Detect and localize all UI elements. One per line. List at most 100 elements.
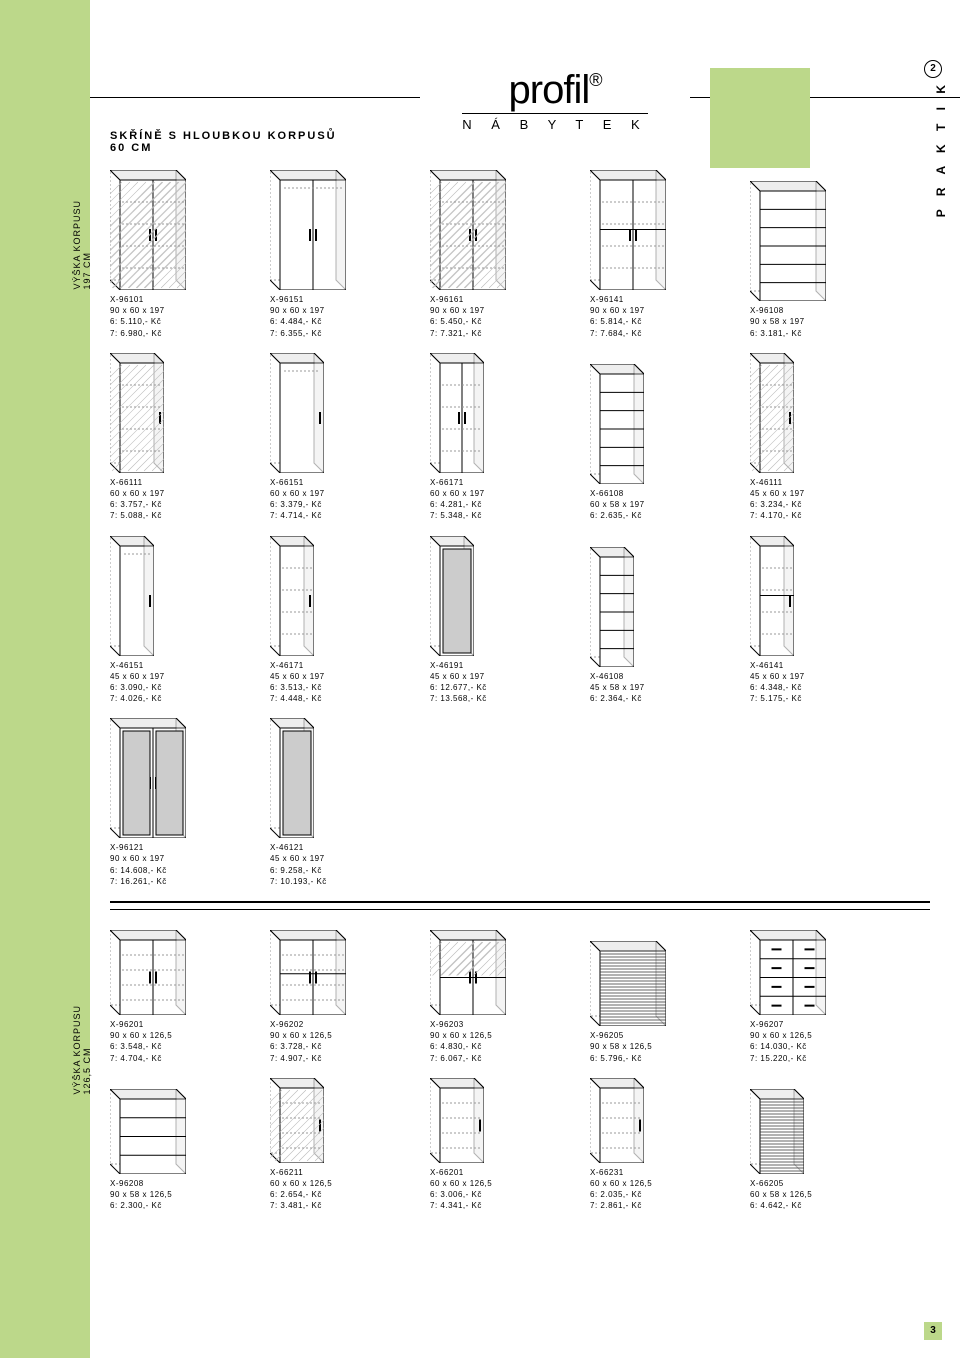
product-price-2: 7: 16.261,- Kč: [110, 876, 250, 887]
product-dim: 60 x 60 x 197: [270, 488, 410, 499]
product-price-2: 7: 3.481,- Kč: [270, 1200, 410, 1211]
product-dim: 60 x 58 x 126,5: [750, 1189, 890, 1200]
product-sku: X-96203: [430, 1019, 570, 1030]
product-dim: 60 x 60 x 126,5: [270, 1178, 410, 1189]
section-197: X-9610190 x 60 x 1976: 5.110,- Kč7: 6.98…: [110, 170, 930, 887]
product-dim: 90 x 60 x 197: [590, 305, 730, 316]
product-sku: X-66205: [750, 1178, 890, 1189]
product-price-1: 6: 2.035,- Kč: [590, 1189, 730, 1200]
product-item: X-4611145 x 60 x 1976: 3.234,- Kč7: 4.17…: [750, 353, 890, 522]
product-dim: 45 x 60 x 197: [430, 671, 570, 682]
product-sku: X-46108: [590, 671, 730, 682]
product-sku: X-96201: [110, 1019, 250, 1030]
product-item: X-9615190 x 60 x 1976: 4.484,- Kč7: 6.35…: [270, 170, 410, 339]
product-sku: X-96101: [110, 294, 250, 305]
product-price-2: 7: 5.175,- Kč: [750, 693, 890, 704]
product-dim: 90 x 58 x 197: [750, 316, 890, 327]
product-item: X-6620560 x 58 x 126,56: 4.642,- Kč: [750, 1089, 890, 1212]
product-item: X-4619145 x 60 x 1976: 12.677,- Kč7: 13.…: [430, 536, 570, 705]
product-sku: X-46141: [750, 660, 890, 671]
product-dim: 90 x 58 x 126,5: [110, 1189, 250, 1200]
product-item: X-6611160 x 60 x 1976: 3.757,- Kč7: 5.08…: [110, 353, 250, 522]
product-dim: 45 x 60 x 197: [750, 488, 890, 499]
product-price-2: 7: 4.026,- Kč: [110, 693, 250, 704]
product-price-1: 6: 3.548,- Kč: [110, 1041, 250, 1052]
product-price-1: 6: 3.757,- Kč: [110, 499, 250, 510]
side-label-197-a: VÝŠKA KORPUSU: [72, 200, 82, 290]
product-item: X-9620290 x 60 x 126,56: 3.728,- Kč7: 4.…: [270, 930, 410, 1064]
product-sku: X-66171: [430, 477, 570, 488]
product-row: X-9612190 x 60 x 1976: 14.608,- Kč7: 16.…: [110, 718, 930, 887]
product-dim: 60 x 60 x 197: [430, 488, 570, 499]
product-sku: X-96151: [270, 294, 410, 305]
product-row: X-9620190 x 60 x 126,56: 3.548,- Kč7: 4.…: [110, 930, 930, 1064]
section-126: X-9620190 x 60 x 126,56: 3.548,- Kč7: 4.…: [110, 930, 930, 1212]
side-label-126: VÝŠKA KORPUSU 126,5 CM: [72, 1005, 92, 1095]
product-price-2: 7: 10.193,- Kč: [270, 876, 410, 887]
product-sku: X-66211: [270, 1167, 410, 1178]
content-area: profil® N Á B Y T E K SKŘÍNĚ S HLOUBKOU …: [90, 0, 960, 1358]
product-sku: X-46151: [110, 660, 250, 671]
product-row: X-46151 45 x 60 x 197 6: 3.090,- Kč7: 4.02…: [110, 536, 930, 705]
product-row: X-6611160 x 60 x 1976: 3.757,- Kč7: 5.08…: [110, 353, 930, 522]
product-item: X-6615160 x 60 x 1976: 3.379,- Kč7: 4.71…: [270, 353, 410, 522]
product-item: X-4614145 x 60 x 1976: 4.348,- Kč7: 5.17…: [750, 536, 890, 705]
product-item: X-4615145 x 60 x 1976: 3.090,- Kč7: 4.02…: [110, 536, 250, 705]
product-item: X-6617160 x 60 x 1976: 4.281,- Kč7: 5.34…: [430, 353, 570, 522]
product-dim: 60 x 58 x 197: [590, 499, 730, 510]
product-dim: 90 x 60 x 197: [430, 305, 570, 316]
side-label-126-a: VÝŠKA KORPUSU: [72, 1005, 82, 1095]
section-thin-rule: [110, 909, 930, 910]
product-sku: X-66201: [430, 1167, 570, 1178]
side-label-197: VÝŠKA KORPUSU 197 CM: [72, 200, 92, 290]
product-item: X-6620160 x 60 x 126,56: 3.006,- Kč7: 4.…: [430, 1078, 570, 1212]
product-price-1: 6: 2.300,- Kč: [110, 1200, 250, 1211]
product-price-1: 6: 3.728,- Kč: [270, 1041, 410, 1052]
product-sku: X-96202: [270, 1019, 410, 1030]
product-item: X-9614190 x 60 x 1976: 5.814,- Kč7: 7.68…: [590, 170, 730, 339]
product-price-1: 6: 14.608,- Kč: [110, 865, 250, 876]
product-sku: X-46191: [430, 660, 570, 671]
product-dim: 45 x 60 x 197: [270, 671, 410, 682]
product-price-2: 7: 4.448,- Kč: [270, 693, 410, 704]
product-price-1: 6: 3.090,- Kč: [110, 682, 250, 693]
product-dim: 90 x 60 x 197: [110, 853, 250, 864]
product-price-1: 6: 3.379,- Kč: [270, 499, 410, 510]
section-divider: [110, 901, 930, 903]
product-price-1: 6: 3.513,- Kč: [270, 682, 410, 693]
product-price-2: 7: 15.220,- Kč: [750, 1053, 890, 1064]
product-dim: 60 x 60 x 126,5: [430, 1178, 570, 1189]
product-price-1: 6: 3.181,- Kč: [750, 328, 890, 339]
product-dim: 45 x 60 x 197: [270, 853, 410, 864]
product-sku: X-66151: [270, 477, 410, 488]
product-price-2: 7: 2.861,- Kč: [590, 1200, 730, 1211]
product-dim: 60 x 60 x 126,5: [590, 1178, 730, 1189]
product-item: X-9620590 x 58 x 126,56: 5.796,- Kč: [590, 941, 730, 1064]
logo-subtitle: N Á B Y T E K: [462, 113, 647, 132]
product-dim: 45 x 60 x 197: [750, 671, 890, 682]
product-price-2: 7: 6.355,- Kč: [270, 328, 410, 339]
product-item: X-9620790 x 60 x 126,56: 14.030,- Kč7: 1…: [750, 930, 890, 1064]
product-item: X-9620890 x 58 x 126,56: 2.300,- Kč: [110, 1089, 250, 1212]
product-item: X-4610845 x 58 x 1976: 2.364,- Kč: [590, 547, 730, 705]
product-sku: X-66231: [590, 1167, 730, 1178]
product-price-2: 7: 4.714,- Kč: [270, 510, 410, 521]
product-price-1: 6: 3.006,- Kč: [430, 1189, 570, 1200]
product-price-1: 6: 2.635,- Kč: [590, 510, 730, 521]
product-row: X-9610190 x 60 x 1976: 5.110,- Kč7: 6.98…: [110, 170, 930, 339]
product-dim: 45 x 58 x 197: [590, 682, 730, 693]
catalog-page: profil® N Á B Y T E K SKŘÍNĚ S HLOUBKOU …: [0, 0, 960, 1358]
product-price-1: 6: 9.258,- Kč: [270, 865, 410, 876]
product-price-2: 7: 4.704,- Kč: [110, 1053, 250, 1064]
page-number-bottom: 3: [924, 1322, 942, 1340]
product-price-1: 6: 14.030,- Kč: [750, 1041, 890, 1052]
product-price-2: 7: 6.067,- Kč: [430, 1053, 570, 1064]
product-item: X-4617145 x 60 x 1976: 3.513,- Kč7: 4.44…: [270, 536, 410, 705]
product-price-2: 7: 5.088,- Kč: [110, 510, 250, 521]
registered-icon: ®: [589, 70, 601, 90]
page-number-top: 2: [924, 60, 942, 78]
product-price-1: 6: 5.814,- Kč: [590, 316, 730, 327]
product-price-1: 6: 12.677,- Kč: [430, 682, 570, 693]
product-price-1: 6: 4.830,- Kč: [430, 1041, 570, 1052]
page-title-line2: 60 CM: [110, 142, 337, 154]
